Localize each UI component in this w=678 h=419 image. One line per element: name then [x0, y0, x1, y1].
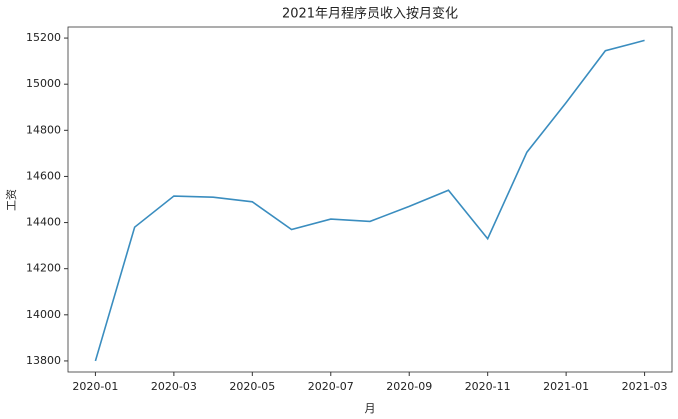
x-axis-label: 月: [365, 402, 376, 415]
x-tick-label: 2020-09: [386, 380, 432, 393]
plot-frame: [67, 26, 673, 373]
x-tick-label: 2021-01: [543, 380, 589, 393]
chart-title: 2021年月程序员收入按月变化: [282, 6, 458, 22]
data-line: [94, 39, 645, 362]
y-tick-label: 15200: [26, 31, 61, 44]
y-axis-label: 工资: [5, 189, 18, 211]
y-tick-label: 15000: [26, 77, 61, 90]
y-tick-label: 14800: [26, 123, 61, 136]
x-tick-label: 2020-05: [229, 380, 275, 393]
x-tick-label: 2020-11: [465, 380, 511, 393]
y-tick-label: 14600: [26, 169, 61, 182]
x-tick-label: 2020-07: [308, 380, 354, 393]
x-tick-label: 2020-03: [151, 380, 197, 393]
x-tick-label: 2020-01: [72, 380, 118, 393]
y-tick-label: 13800: [26, 354, 61, 367]
y-tick-label: 14000: [26, 308, 61, 321]
y-tick-label: 14400: [26, 216, 61, 229]
y-tick-label: 14200: [26, 262, 61, 275]
x-tick-label: 2021-03: [622, 380, 668, 393]
